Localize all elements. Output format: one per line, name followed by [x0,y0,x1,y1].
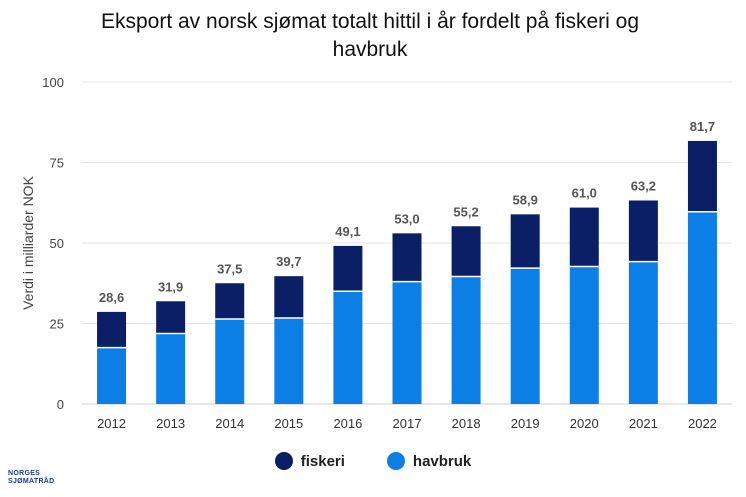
legend-item-fiskeri[interactable]: fiskeri [274,452,345,470]
bar-havbruk-2014 [215,318,245,404]
bar-havbruk-2021 [628,261,658,404]
x-tick-label: 2014 [215,416,244,431]
data-label-total-2013: 31,9 [158,279,183,294]
bar-fiskeri-2018 [451,226,481,277]
x-tick-label: 2022 [688,416,717,431]
y-tick-label: 25 [50,317,64,332]
bar-havbruk-2020 [569,266,599,404]
bar-havbruk-2015 [274,318,304,404]
bar-fiskeri-2022 [687,140,717,212]
bar-fiskeri-2019 [510,214,540,269]
bar-fiskeri-2017 [392,233,422,282]
bar-havbruk-2018 [451,276,481,404]
data-label-total-2016: 49,1 [335,224,360,239]
logo-line-2: SJØMATRÅD [8,478,55,485]
bar-havbruk-2019 [510,268,540,404]
bar-fiskeri-2016 [333,245,363,292]
bar-fiskeri-2020 [569,207,599,267]
chart-title-line-1: Eksport av norsk sjømat totalt hittil i … [100,10,640,33]
x-tick-label: 2016 [333,416,362,431]
chart-title-line-2: havbruk [332,38,408,61]
bar-fiskeri-2014 [215,283,245,319]
y-tick-label: 0 [57,397,64,412]
y-tick-label: 50 [50,236,64,251]
chart-title: Eksport av norsk sjømat totalt hittil i … [40,8,700,64]
bar-havbruk-2016 [333,291,363,404]
legend: fiskeri havbruk [0,452,746,470]
x-tick-label: 2013 [156,416,185,431]
data-label-total-2019: 58,9 [513,192,538,207]
bar-fiskeri-2013 [156,301,186,334]
logo-line-1: NORGES [8,470,41,477]
x-tick-label: 2020 [570,416,599,431]
bar-havbruk-2013 [156,333,186,404]
y-axis-label: Verdi i milliarder NOK [20,175,36,309]
data-label-total-2021: 63,2 [631,178,656,193]
legend-swatch-havbruk [386,452,405,470]
data-label-total-2017: 53,0 [394,211,419,226]
x-tick-label: 2021 [629,416,658,431]
y-tick-label: 100 [42,75,64,90]
bar-havbruk-2022 [687,211,717,404]
x-tick-label: 2018 [452,416,481,431]
data-label-total-2022: 81,7 [690,119,715,134]
legend-label-fiskeri: fiskeri [300,452,345,470]
data-label-total-2018: 55,2 [453,204,478,219]
bar-fiskeri-2021 [628,200,658,262]
x-tick-label: 2017 [393,416,422,431]
x-tick-label: 2019 [511,416,540,431]
bar-havbruk-2017 [392,281,422,404]
x-tick-label: 2015 [274,416,303,431]
legend-item-havbruk[interactable]: havbruk [386,452,472,470]
bar-havbruk-2012 [97,347,127,404]
bar-fiskeri-2012 [97,311,127,348]
y-tick-label: 75 [50,156,64,171]
data-label-total-2012: 28,6 [99,290,124,305]
data-label-total-2020: 61,0 [572,186,597,201]
bar-fiskeri-2015 [274,276,304,319]
data-label-total-2014: 37,5 [217,261,242,276]
norges-sjomatrad-logo: NORGES SJØMATRÅD [8,470,55,486]
x-tick-label: 2012 [97,416,126,431]
legend-label-havbruk: havbruk [412,452,472,470]
data-label-total-2015: 39,7 [276,254,301,269]
legend-swatch-fiskeri [274,452,293,470]
